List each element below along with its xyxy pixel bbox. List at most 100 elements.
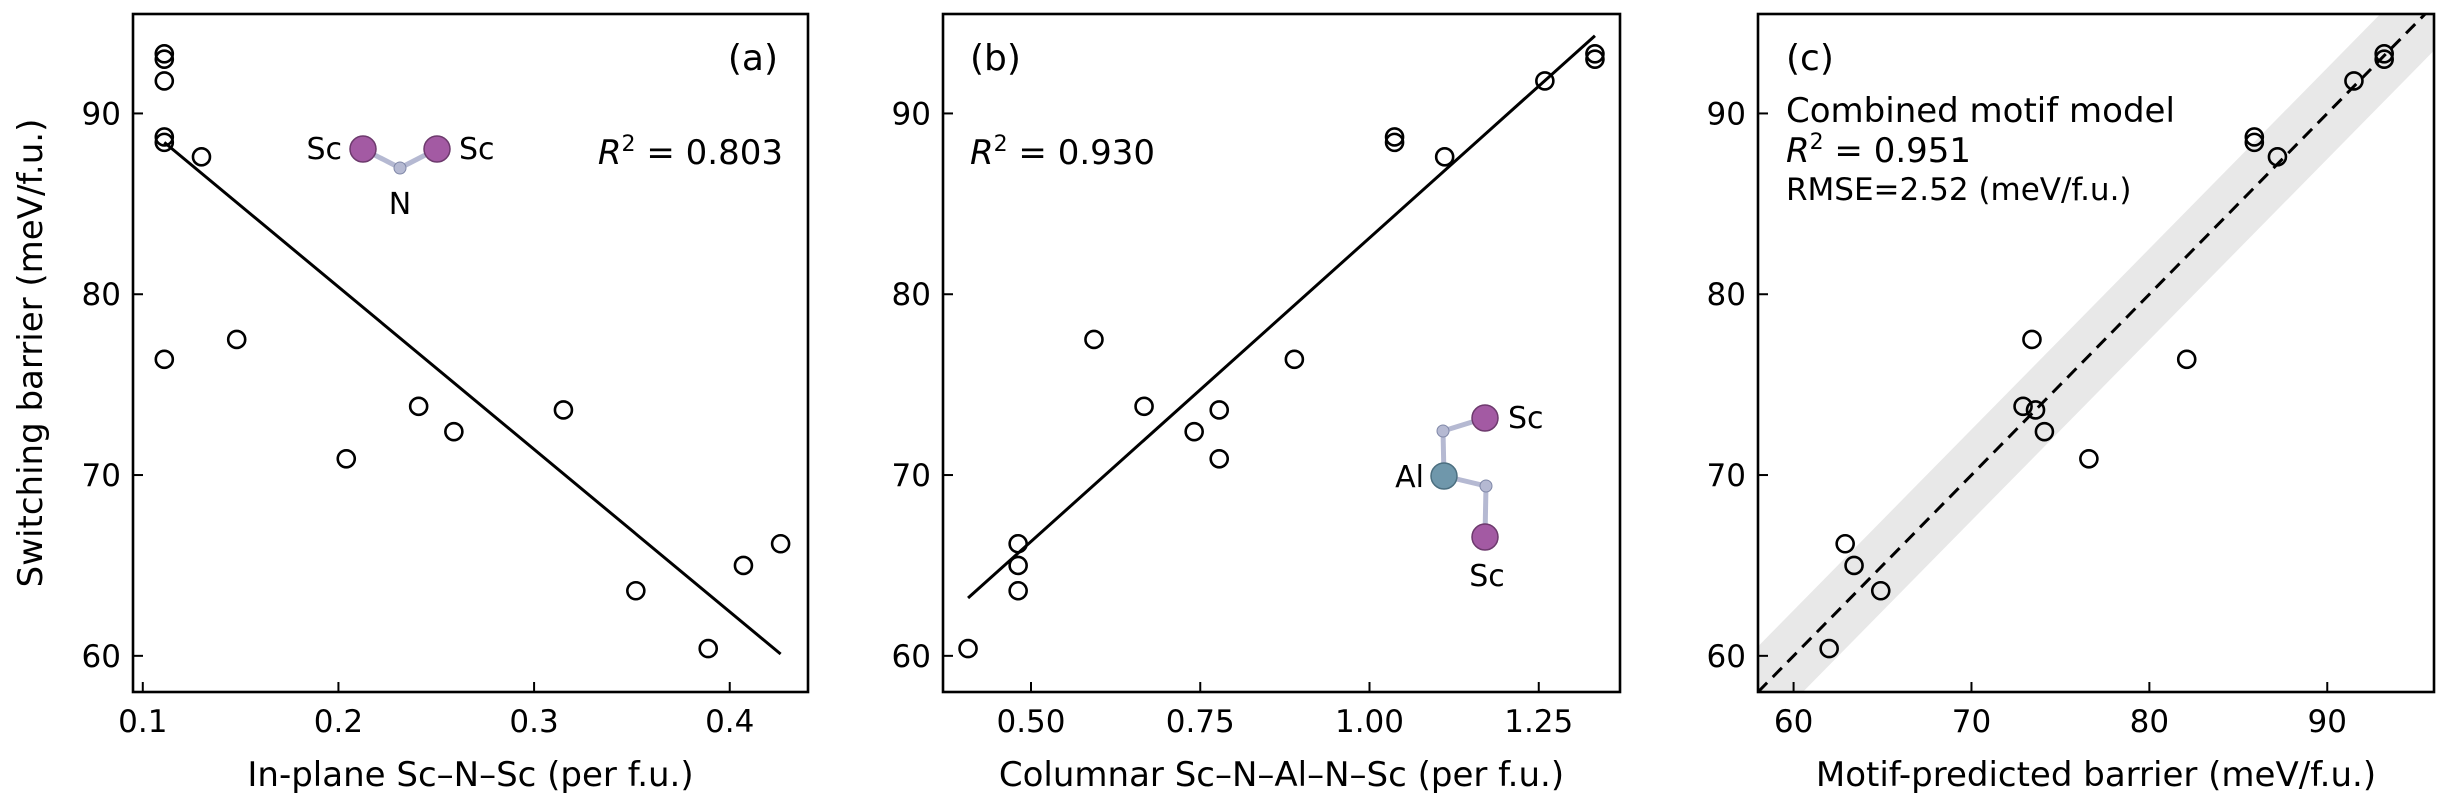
- parity-line: [1758, 14, 2428, 692]
- data-point-14: [2344, 71, 2364, 91]
- x-tick-label: 0.3: [509, 704, 558, 740]
- y-tick-label: 60: [1707, 639, 1746, 675]
- data-point-6: [2022, 329, 2042, 350]
- x-axis-label: In-plane Sc–N–Sc (per f.u.): [247, 755, 693, 795]
- motif-label: Sc: [1469, 559, 1505, 594]
- y-tick-label: 90: [1707, 96, 1746, 132]
- x-axis-label: Columnar Sc–N–Al–N–Sc (per f.u.): [999, 755, 1564, 795]
- y-axis-label: Switching barrier (meV/f.u.): [11, 119, 51, 588]
- x-tick-label: 60: [1774, 704, 1813, 740]
- x-tick-label: 70: [1952, 704, 1991, 740]
- n-atom: [393, 161, 407, 175]
- data-point-12: [1384, 127, 1405, 147]
- data-point-9: [336, 448, 357, 469]
- data-point-11: [1384, 132, 1405, 153]
- fit-line: [967, 34, 1596, 600]
- data-point-15: [2374, 49, 2394, 70]
- r2-superscript: 2: [1810, 130, 1824, 155]
- data-point-1: [958, 638, 978, 659]
- sc-atom: [1471, 523, 1499, 551]
- panel-label: (a): [728, 38, 778, 79]
- r2-annotation: R2 = 0.951: [1786, 130, 1971, 171]
- data-point-14: [698, 638, 719, 659]
- data-point-4: [1008, 533, 1028, 554]
- n-atom: [1436, 424, 1450, 438]
- data-point-7: [2025, 400, 2046, 420]
- y-tick-label: 70: [82, 458, 121, 494]
- r2-value: = 0.803: [636, 133, 783, 173]
- y-tick-label: 70: [892, 458, 931, 494]
- data-point-3: [1844, 555, 1864, 576]
- y-tick-label: 90: [892, 96, 931, 132]
- y-tick-label: 90: [82, 96, 121, 132]
- r2-value: = 0.951: [1824, 131, 1971, 171]
- data-point-8: [226, 329, 247, 350]
- al-atom: [1430, 462, 1458, 490]
- data-point-10: [2176, 349, 2197, 370]
- data-point-12: [2244, 127, 2265, 147]
- panel-a-plot-area: [154, 43, 791, 659]
- y-tick-label: 80: [1707, 277, 1746, 313]
- x-tick-label: 0.4: [705, 704, 754, 740]
- data-point-13: [626, 580, 646, 601]
- data-point-16: [2374, 43, 2394, 64]
- data-point-3: [1008, 555, 1028, 576]
- x-tick-label: 1.00: [1335, 704, 1404, 740]
- data-point-2: [1008, 580, 1028, 601]
- y-tick-label: 60: [82, 639, 121, 675]
- motif-label: Sc: [306, 132, 342, 167]
- data-point-9: [1209, 448, 1230, 469]
- motif-label: Al: [1395, 460, 1424, 495]
- r2-superscript: 2: [994, 132, 1008, 157]
- data-point-7: [191, 147, 212, 167]
- panel-c: 60 70 80 90 60 70 80 90 Motif-predicted barrier …: [1707, 12, 2436, 795]
- rmse-annotation: RMSE=2.52 (meV/f.u.): [1786, 172, 2132, 208]
- data-point-6: [154, 349, 175, 370]
- rmse-band: [1758, 14, 2434, 692]
- sc-atom: [349, 135, 377, 163]
- data-point-3: [154, 71, 175, 91]
- data-point-13: [2267, 147, 2288, 167]
- panel-label: (c): [1786, 38, 1834, 79]
- data-point-11: [2244, 132, 2265, 153]
- x-tick-label: 0.75: [1166, 704, 1235, 740]
- data-point-8: [1209, 400, 1230, 420]
- panel-a: 0.1 0.2 0.3 0.4 60 70 80 90 In-plane Sc–N–Sc (pe…: [11, 12, 810, 795]
- model-title: Combined motif model: [1786, 91, 2175, 131]
- x-tick-label: 0.2: [314, 704, 363, 740]
- data-point-16: [1585, 43, 1605, 64]
- sc-atom: [1471, 404, 1499, 432]
- r2-symbol: R: [970, 133, 994, 173]
- x-tick-label: 1.25: [1504, 704, 1573, 740]
- data-point-9: [2079, 448, 2099, 469]
- motif-label: Sc: [1508, 401, 1544, 436]
- data-point-2: [1835, 533, 1855, 554]
- data-point-15: [1585, 49, 1605, 70]
- panel-c-plot-area: [1758, 14, 2434, 692]
- x-tick-label: 80: [2130, 704, 2169, 740]
- r2-superscript: 2: [622, 132, 636, 157]
- motif-label: Sc: [459, 132, 495, 167]
- data-point-4: [154, 132, 175, 153]
- data-point-5: [2013, 396, 2033, 417]
- x-tick-label: 90: [2308, 704, 2347, 740]
- r2-annotation: R2 = 0.930: [970, 132, 1155, 173]
- data-point-16: [770, 533, 791, 554]
- panel-a-frame: [131, 12, 810, 694]
- fit-line: [163, 141, 782, 656]
- motif-label: N: [389, 187, 411, 222]
- panel-b: 0.50 0.75 1.00 1.25 60 70 80 90 Columnar Sc–N–Al…: [892, 12, 1622, 795]
- r2-symbol: R: [598, 133, 622, 173]
- data-point-5: [154, 127, 175, 147]
- motif-sc-n-al-n-sc: Sc Al Sc: [1395, 401, 1543, 594]
- data-point-1: [154, 49, 175, 70]
- data-point-4: [1870, 580, 1891, 601]
- x-tick-label: 0.1: [118, 704, 167, 740]
- data-point-2: [154, 43, 175, 64]
- data-point-5: [1084, 329, 1104, 350]
- data-point-1: [1819, 638, 1839, 659]
- panel-c-frame: [1756, 12, 2436, 694]
- y-tick-label: 80: [892, 277, 931, 313]
- x-tick-label: 0.50: [996, 704, 1065, 740]
